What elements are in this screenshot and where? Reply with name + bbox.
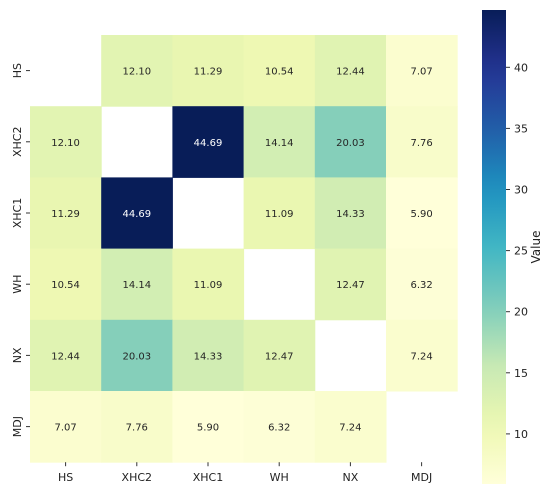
y-tick-label: HS xyxy=(11,63,24,78)
cell-value-label: 6.32 xyxy=(410,280,432,291)
cell-value-label: 12.47 xyxy=(336,280,365,291)
x-axis: HS XHC2 XHC1 WH NX MDJ xyxy=(58,462,432,484)
heatmap-cell xyxy=(30,248,102,321)
heatmap-cell xyxy=(243,106,316,178)
cell-value-label: 12.10 xyxy=(51,138,80,149)
cell-value-label: 10.54 xyxy=(51,280,80,291)
cell-value-label: 14.33 xyxy=(194,351,223,362)
heatmap-cell xyxy=(30,391,102,463)
y-tick-label: NX xyxy=(11,347,24,363)
heatmap-cell xyxy=(314,177,387,250)
y-tick-label: WH xyxy=(11,275,24,294)
colorbar-tick-label: 30 xyxy=(514,184,528,197)
heatmap-cell xyxy=(172,35,245,107)
heatmap-cell xyxy=(101,391,173,463)
x-tick-label: HS xyxy=(58,471,73,484)
cell-value-label: 14.33 xyxy=(336,209,365,220)
heatmap-cell xyxy=(101,248,173,321)
cell-value-label: 11.29 xyxy=(51,209,80,220)
heatmap-cell xyxy=(314,106,387,178)
cell-value-label: 6.32 xyxy=(268,423,290,434)
cell-value-label: 7.76 xyxy=(410,138,432,149)
heatmap-cell xyxy=(386,319,458,392)
cell-value-label: 5.90 xyxy=(197,423,219,434)
heatmap-cell xyxy=(314,248,387,321)
heatmap-cell xyxy=(243,319,316,392)
cell-value-label: 11.09 xyxy=(265,209,294,220)
cell-value-label: 7.76 xyxy=(126,423,148,434)
cell-value-label: 12.10 xyxy=(122,67,151,78)
colorbar-gradient xyxy=(482,10,506,484)
heatmap-cells: 12.10 11.29 10.54 12.44 7.07 12.10 44.69 14.14 2… xyxy=(30,35,458,463)
cell-value-label: 12.47 xyxy=(265,351,294,362)
cell-value-label: 12.44 xyxy=(51,351,80,362)
heatmap-cell xyxy=(314,391,387,463)
colorbar-tick-label: 20 xyxy=(514,306,528,319)
y-tick-label: MDJ xyxy=(11,416,24,437)
cell-value-label: 20.03 xyxy=(122,351,151,362)
cell-value-label: 7.24 xyxy=(410,351,432,362)
cell-value-label: 12.44 xyxy=(336,67,365,78)
x-tick-label: MDJ xyxy=(411,471,432,484)
cell-value-label: 14.14 xyxy=(122,280,151,291)
y-tick-label: XHC2 xyxy=(11,127,24,158)
heatmap-cell xyxy=(172,248,245,321)
colorbar-tick-label: 35 xyxy=(514,122,528,135)
y-tick-label: XHC1 xyxy=(11,198,24,229)
colorbar: 10 15 20 25 30 35 40 Value xyxy=(482,10,543,484)
cell-value-label: 10.54 xyxy=(265,67,294,78)
x-tick-label: XHC2 xyxy=(122,471,153,484)
cell-value-label: 7.07 xyxy=(54,423,76,434)
heatmap-cell xyxy=(30,106,102,178)
cell-value-label: 44.69 xyxy=(122,209,151,220)
heatmap-cell xyxy=(172,391,245,463)
cell-value-label: 44.69 xyxy=(194,138,223,149)
heatmap-cell xyxy=(101,177,173,250)
x-tick-label: XHC1 xyxy=(193,471,224,484)
heatmap-cell xyxy=(386,106,458,178)
cell-value-label: 7.24 xyxy=(339,423,361,434)
cell-value-label: 7.07 xyxy=(410,67,432,78)
heatmap-cell xyxy=(243,35,316,107)
colorbar-tick-label: 25 xyxy=(514,245,528,258)
heatmap-cell xyxy=(172,319,245,392)
colorbar-tick-label: 40 xyxy=(514,61,528,74)
cell-value-label: 14.14 xyxy=(265,138,294,149)
heatmap-cell xyxy=(243,391,316,463)
cell-value-label: 11.09 xyxy=(194,280,223,291)
cell-value-label: 11.29 xyxy=(194,67,223,78)
heatmap-cell xyxy=(101,319,173,392)
heatmap-cell xyxy=(386,35,458,107)
heatmap-cell xyxy=(386,248,458,321)
heatmap-cell xyxy=(243,177,316,250)
heatmap-cell xyxy=(101,35,173,107)
y-axis: HS XHC2 XHC1 WH NX MDJ xyxy=(11,63,30,437)
colorbar-label: Value xyxy=(529,231,543,264)
x-tick-label: WH xyxy=(270,471,289,484)
cell-value-label: 5.90 xyxy=(410,209,432,220)
colorbar-tick-label: 10 xyxy=(514,428,528,441)
cell-value-label: 20.03 xyxy=(336,138,365,149)
heatmap-cell xyxy=(30,177,102,250)
colorbar-tick-label: 15 xyxy=(514,367,528,380)
heatmap-cell xyxy=(314,35,387,107)
heatmap-cell xyxy=(386,177,458,250)
heatmap-cell xyxy=(172,106,245,178)
x-tick-label: NX xyxy=(343,471,359,484)
heatmap-cell xyxy=(30,319,102,392)
